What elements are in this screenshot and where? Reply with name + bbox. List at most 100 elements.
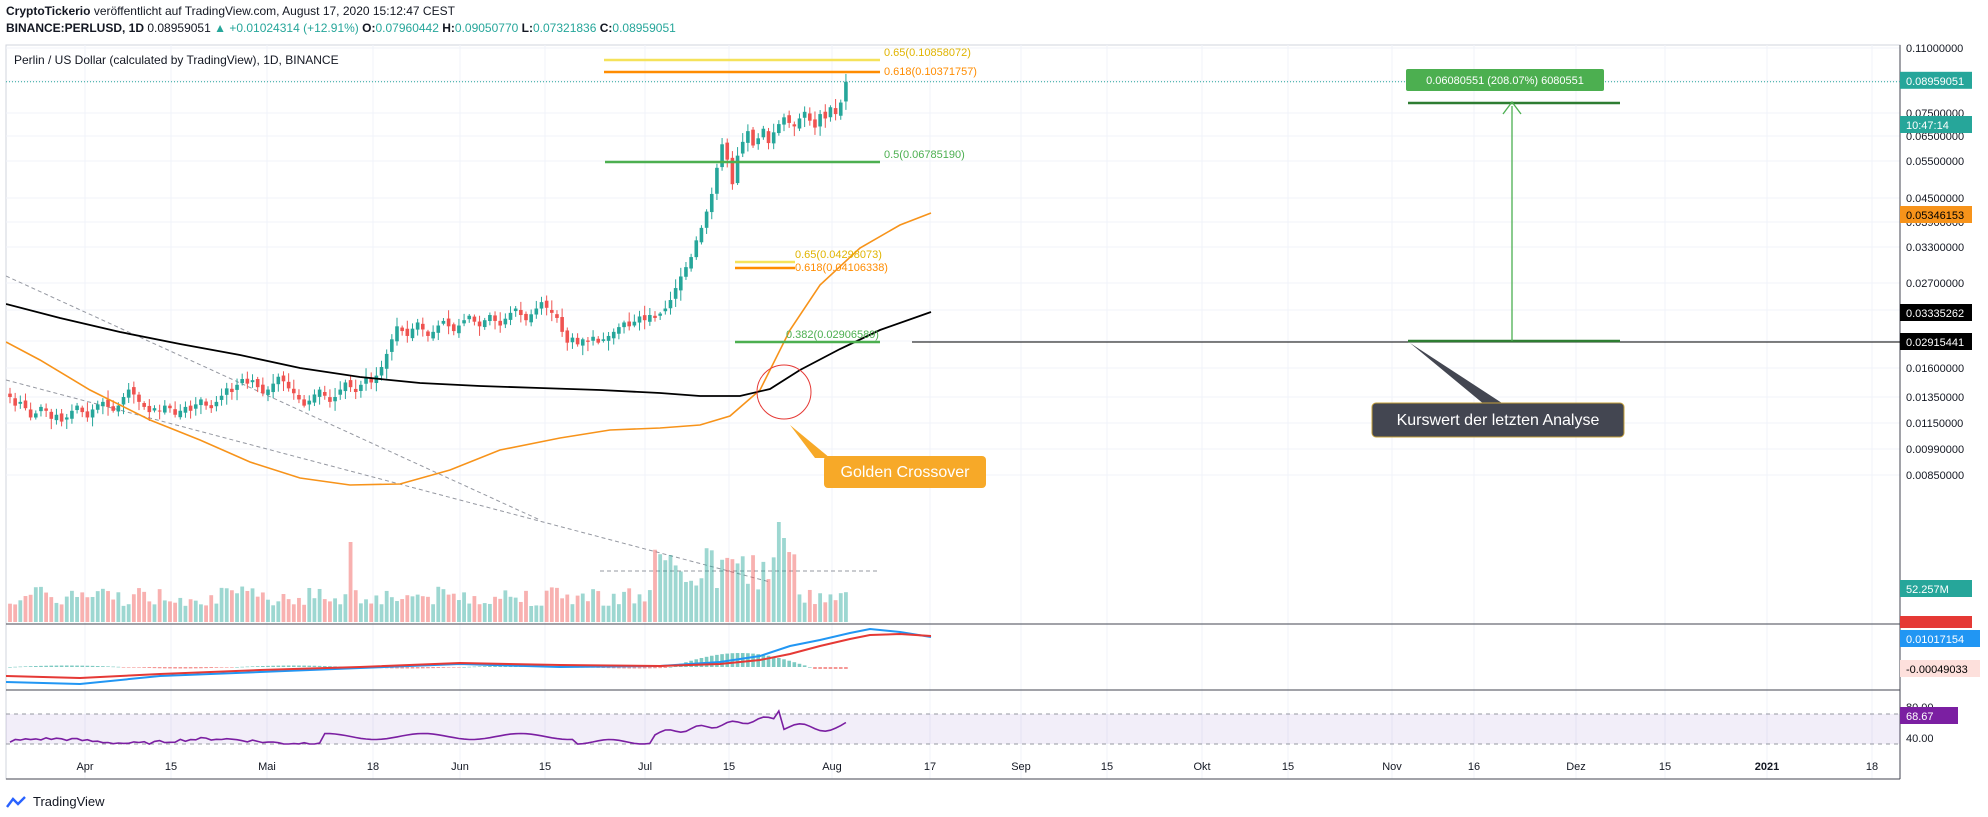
volume-bar [400,599,405,622]
macd-histogram-bar [307,665,312,667]
candle-body [121,397,126,405]
candle-body [193,404,198,409]
candle-body [451,324,456,332]
candle-body [818,114,822,127]
macd-histogram-bar [95,666,100,667]
volume-bar [286,599,291,622]
volume-bar [374,595,379,622]
macd-histogram-bar [498,665,502,667]
macd-histogram-bar [761,654,766,667]
candle-body [797,118,802,129]
volume-bar [699,578,704,622]
volume-bar [364,599,368,622]
candle-body [250,380,255,383]
candle-body [353,388,358,393]
candle-body [132,387,136,395]
volume-bar [653,549,657,622]
macd-histogram-bar [302,665,306,667]
candle-body [64,417,69,420]
macd-histogram-bar [431,667,435,669]
volume-bar [616,604,621,622]
candle-body [292,388,296,394]
volume-bar [513,597,518,622]
footer: TradingView [6,794,105,809]
x-tick-label: 17 [924,761,936,773]
candle-body [312,394,317,403]
rsi-line [9,709,847,745]
volume-bar [358,603,363,622]
macd-histogram-bar [178,667,183,669]
candle-body [555,314,559,318]
macd-histogram-bar [611,667,616,669]
y-tick-label: 0.05500000 [1906,156,1964,168]
candle-body [493,315,497,321]
volume-bar [575,595,580,622]
fib-level-label: 0.382(0.02906589) [786,329,879,341]
macd-histogram-bar [312,665,317,667]
header-line-1: CryptoTickerio veröffentlicht auf Tradin… [6,4,455,18]
volume-bar [28,594,33,622]
macd-histogram-bar [451,667,456,668]
volume-bar [111,599,116,622]
macd-histogram-bar [663,667,668,668]
candle-body [90,409,95,418]
volume-bar [291,604,296,622]
volume-bar [369,603,374,622]
candle-body [59,413,64,422]
fib-level-label: 0.5(0.06785190) [884,149,965,161]
candle-body [338,389,343,395]
volume-bar [260,592,265,622]
candle-body [152,408,157,411]
macd-histogram-bar [457,667,461,668]
volume-bar [389,597,394,622]
macd-histogram-bar [668,667,673,668]
price-tag-ma-black [1900,304,1972,321]
candle-body [178,410,183,418]
volume-bar [611,593,616,622]
candle-body [539,302,544,309]
volume-bar [100,588,105,622]
volume-bar [818,593,823,622]
volume-bar [39,586,43,622]
macd-histogram-bar [787,660,791,667]
volume-bar [157,589,162,622]
candle-body [704,211,709,228]
candle-body [637,316,642,323]
price-tag-label: 0.02915441 [1906,337,1964,349]
symbol-label: BINANCE:PERLUSD, 1D [6,21,145,35]
volume-bar [745,583,750,622]
volume-bar [740,556,745,622]
x-tick-label: 16 [1468,761,1480,773]
volume-bar [75,596,79,622]
candle-body [575,337,580,345]
low-value: 0.07321836 [532,21,597,35]
candle-body [28,409,33,418]
volume-bar [586,601,590,622]
candle-body [658,313,662,316]
candle-body [8,393,12,397]
candle-body [204,401,208,406]
candle-body [70,410,74,419]
volume-bar [126,604,131,622]
volume-bar [807,589,812,622]
volume-bar [204,605,208,622]
macd-histogram-bar [797,663,802,667]
measure-arrow-head-icon [1502,100,1522,115]
volume-bar [137,588,141,622]
low-label: L: [521,21,533,35]
candle-body [400,327,404,332]
x-tick-label: Okt [1193,761,1210,773]
volume-bar [322,599,327,622]
candle-body [730,157,735,185]
macd-histogram-bar [64,665,69,667]
candle-body [116,405,121,412]
candle-body [632,321,637,326]
golden-crossover-pointer [790,425,830,458]
price-tag-label: 0.08959051 [1906,76,1964,88]
macd-histogram-bar [782,659,786,667]
volume-bar [328,601,332,622]
candle-body [333,397,337,402]
candle-body [642,315,647,321]
volume-bar [606,605,611,622]
